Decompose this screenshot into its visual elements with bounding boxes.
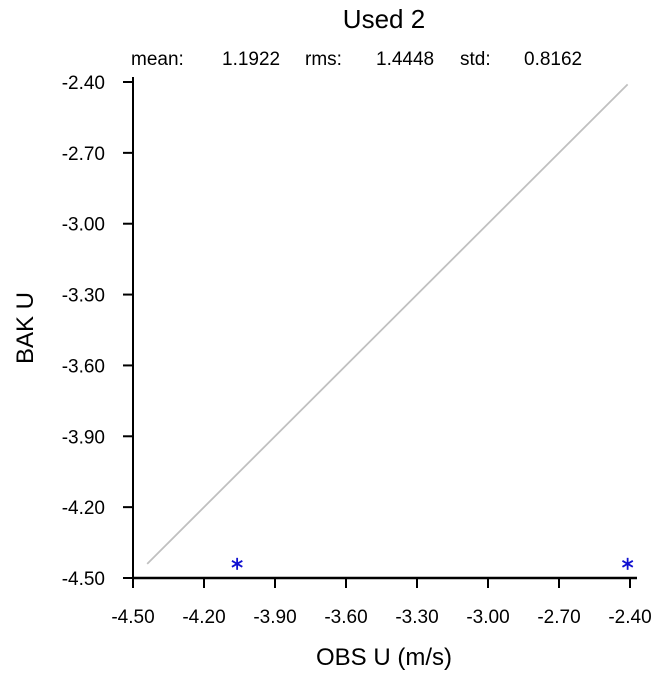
stat-rms-label: rms: xyxy=(305,49,342,70)
x-tick-label: -3.00 xyxy=(466,607,509,628)
data-point xyxy=(621,557,634,570)
x-tick-label: -3.30 xyxy=(395,607,438,628)
stat-mean-value: 1.1922 xyxy=(222,49,280,70)
x-axis-label: OBS U (m/s) xyxy=(316,644,452,671)
y-tick-label: -3.60 xyxy=(62,356,105,377)
y-tick-label: -2.70 xyxy=(62,144,105,165)
y-tick-label: -4.50 xyxy=(62,569,105,590)
reference-line xyxy=(146,83,629,565)
y-tick-label: -3.90 xyxy=(62,427,105,448)
y-tick-label: -4.20 xyxy=(62,498,105,519)
x-tick-label: -4.20 xyxy=(182,607,225,628)
stat-std-value: 0.8162 xyxy=(524,49,582,70)
stat-std-label: std: xyxy=(460,49,491,70)
y-axis-label: BAK U xyxy=(12,292,39,364)
stat-mean-label: mean: xyxy=(131,49,184,70)
stat-rms-value: 1.4448 xyxy=(376,49,434,70)
data-points xyxy=(231,557,634,570)
y-tick-label: -3.00 xyxy=(62,215,105,236)
x-tick-label: -2.40 xyxy=(608,607,651,628)
y-tick-label: -3.30 xyxy=(62,286,105,307)
data-point xyxy=(231,557,243,570)
chart-title: Used 2 xyxy=(343,4,425,34)
y-axis-ticks: -2.40 -2.70 -3.00 -3.30 -3.60 -3.90 -4.20 -4.50 xyxy=(62,73,133,590)
x-tick-label: -4.50 xyxy=(111,607,154,628)
x-axis-ticks: -4.50 -4.20 -3.90 -3.60 -3.30 -3.00 -2.70 -2.40 xyxy=(111,578,652,628)
x-tick-label: -3.60 xyxy=(324,607,367,628)
y-tick-label: -2.40 xyxy=(62,73,105,94)
x-tick-label: -2.70 xyxy=(537,607,580,628)
x-tick-label: -3.90 xyxy=(253,607,296,628)
